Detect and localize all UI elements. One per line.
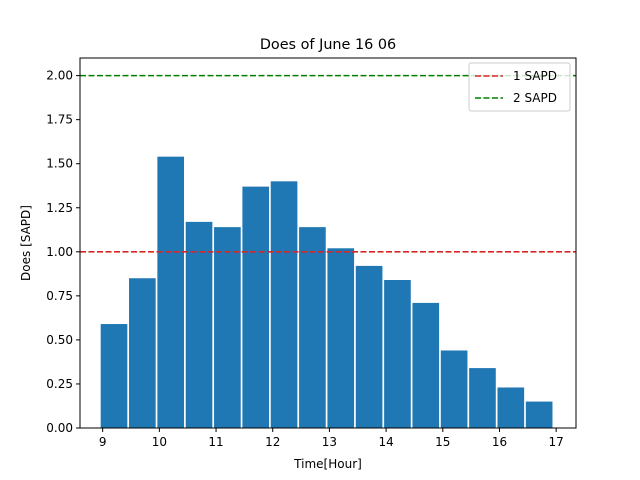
x-tick-label-2: 11 bbox=[208, 435, 223, 449]
bar-1 bbox=[129, 278, 156, 428]
legend-label-0: 1 SAPD bbox=[513, 69, 557, 83]
bar-15 bbox=[525, 401, 553, 428]
bar-8 bbox=[327, 248, 355, 428]
x-tick-label-7: 16 bbox=[492, 435, 507, 449]
bar-9 bbox=[355, 265, 383, 428]
y-tick-label-0: 0.00 bbox=[46, 421, 73, 435]
x-tick-label-1: 10 bbox=[152, 435, 167, 449]
x-tick-label-0: 9 bbox=[99, 435, 107, 449]
bar-2 bbox=[157, 156, 185, 428]
y-tick-label-1: 0.25 bbox=[46, 377, 73, 391]
x-tick-label-5: 14 bbox=[378, 435, 393, 449]
x-tick-label-6: 15 bbox=[435, 435, 450, 449]
bar-0 bbox=[100, 324, 128, 428]
x-tick-label-4: 13 bbox=[322, 435, 337, 449]
bar-10 bbox=[384, 280, 411, 428]
bars-layer bbox=[100, 156, 553, 428]
bar-12 bbox=[440, 350, 468, 428]
y-axis-label: Does [SAPD] bbox=[19, 205, 33, 281]
legend-label-1: 2 SAPD bbox=[513, 91, 557, 105]
bar-7 bbox=[299, 227, 326, 428]
y-tick-label-8: 2.00 bbox=[46, 69, 73, 83]
legend-box bbox=[468, 62, 571, 112]
plot-frame bbox=[79, 57, 577, 429]
bar-3 bbox=[185, 221, 213, 428]
x-axis-label: Time[Hour] bbox=[293, 457, 362, 471]
x-tick-label-3: 12 bbox=[265, 435, 280, 449]
bar-14 bbox=[497, 387, 525, 428]
chart-title: Does of June 16 06 bbox=[260, 37, 396, 53]
axes-layer: 9 10 11 12 13 14 15 16 17 0.00 0.25 0.50 0.75 1.00 1.2… bbox=[46, 57, 577, 449]
bar-5 bbox=[242, 186, 270, 428]
y-tick-label-4: 1.00 bbox=[46, 245, 73, 259]
y-tick-label-7: 1.75 bbox=[46, 113, 73, 127]
bar-13 bbox=[469, 368, 496, 428]
bar-11 bbox=[412, 302, 440, 428]
x-tick-label-8: 17 bbox=[549, 435, 564, 449]
y-tick-label-3: 0.75 bbox=[46, 289, 73, 303]
y-tick-label-5: 1.25 bbox=[46, 201, 73, 215]
bar-6 bbox=[270, 181, 298, 428]
bar-4 bbox=[214, 227, 241, 428]
y-tick-label-2: 0.50 bbox=[46, 333, 73, 347]
y-tick-label-6: 1.50 bbox=[46, 157, 73, 171]
legend: 1 SAPD 2 SAPD bbox=[468, 62, 571, 112]
